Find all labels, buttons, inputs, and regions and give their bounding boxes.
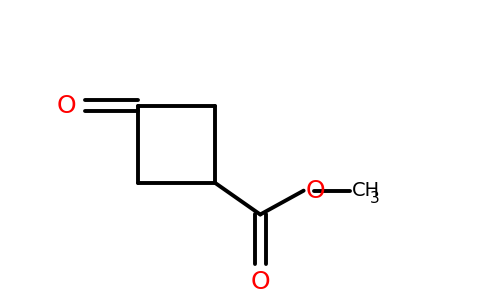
Text: CH: CH bbox=[351, 181, 379, 200]
Text: O: O bbox=[305, 178, 325, 203]
Text: O: O bbox=[250, 270, 270, 294]
Text: 3: 3 bbox=[370, 191, 379, 206]
Text: O: O bbox=[56, 94, 76, 118]
